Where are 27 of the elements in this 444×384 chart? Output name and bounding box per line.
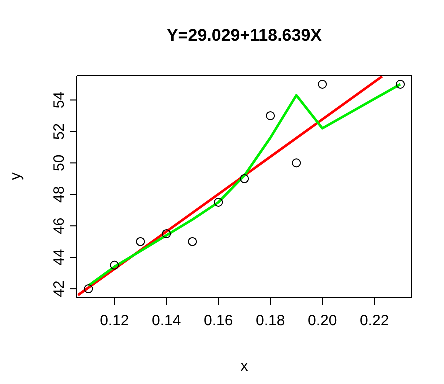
- x-tick-label: 0.12: [100, 312, 130, 330]
- point: [188, 237, 198, 246]
- x-tick-label: 0.20: [308, 312, 338, 330]
- point: [110, 260, 120, 270]
- point: [214, 198, 224, 207]
- y-tick-label: 50: [51, 154, 68, 172]
- y-tick-label: 42: [51, 280, 68, 298]
- point: [136, 237, 146, 246]
- point: [162, 229, 172, 238]
- x-tick-label: 0.18: [256, 312, 286, 330]
- chart-title: Y=29.029+118.639X: [166, 26, 324, 46]
- point: [318, 80, 328, 89]
- y-axis-title: y: [7, 172, 24, 180]
- y-tick-label: 54: [51, 92, 68, 109]
- x-tick-label: 0.14: [152, 312, 182, 330]
- x-tick-label: 0.16: [204, 312, 234, 330]
- point: [396, 80, 406, 89]
- x-axis-title: x: [240, 358, 250, 375]
- y-tick-label: 48: [51, 186, 68, 203]
- y-tick-label: 44: [51, 249, 68, 266]
- y-tick-label: 46: [51, 218, 68, 234]
- x-tick-label: 0.22: [360, 312, 390, 330]
- point: [240, 174, 250, 184]
- point: [84, 284, 94, 294]
- y-tick-label: 52: [51, 123, 68, 140]
- point: [292, 158, 302, 168]
- point: [266, 111, 276, 120]
